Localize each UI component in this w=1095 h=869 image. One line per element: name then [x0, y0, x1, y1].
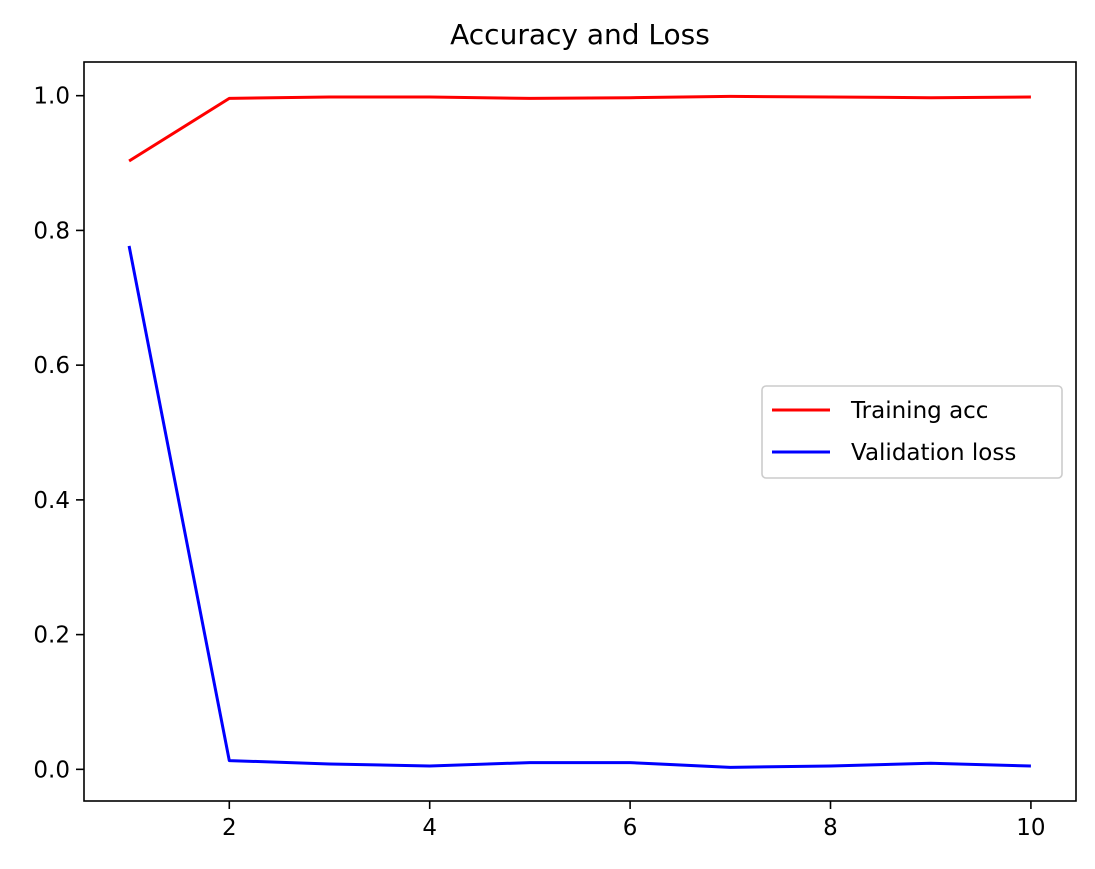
y-tick-label: 0.0 — [33, 757, 70, 783]
x-tick-label: 6 — [623, 815, 638, 841]
plot-frame — [83, 61, 1077, 802]
x-tick-label: 10 — [1016, 815, 1045, 841]
y-tick-label: 0.6 — [33, 353, 70, 379]
x-tick-label: 8 — [823, 815, 838, 841]
y-tick-label: 0.8 — [33, 218, 70, 244]
legend-label: Validation loss — [851, 440, 1016, 466]
y-tick-label: 0.2 — [33, 623, 70, 649]
x-tick-label: 2 — [222, 815, 237, 841]
series-line-2 — [127, 245, 1031, 769]
legend-box — [761, 385, 1063, 479]
legend-label: Training acc — [850, 398, 988, 424]
x-tick-label: 4 — [422, 815, 437, 841]
y-tick-label: 1.0 — [33, 84, 70, 110]
plot-layer — [127, 94, 1031, 769]
chart-title: Accuracy and Loss — [450, 18, 710, 51]
series-line-1 — [128, 94, 1031, 163]
legend: Training acc Validation loss — [761, 385, 1063, 479]
y-tick-label: 0.4 — [33, 488, 70, 514]
axis-layer: 2 4 6 8 10 0.0 0.2 0.4 0.6 0.8 1.0 — [33, 84, 1045, 841]
